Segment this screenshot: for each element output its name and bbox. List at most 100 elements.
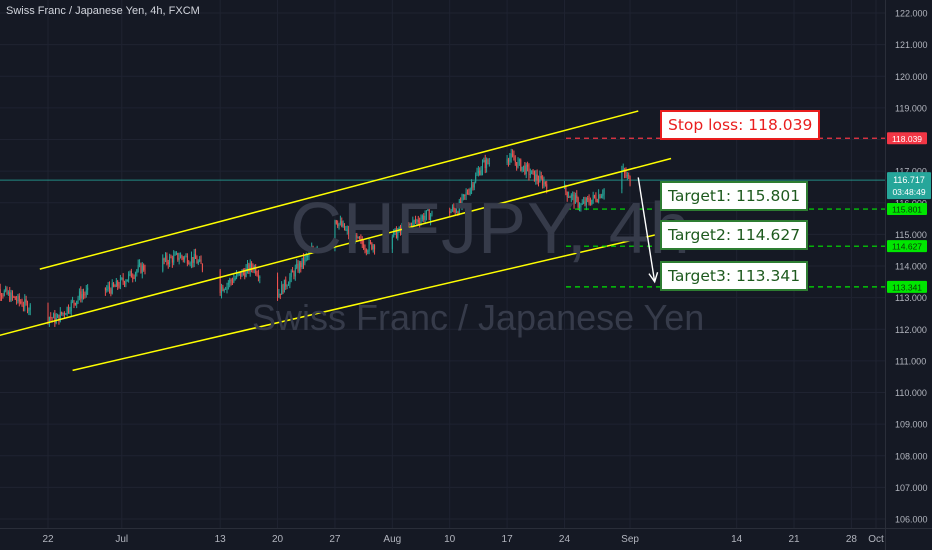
candle-body <box>453 207 455 210</box>
price-tick-label: 107.000 <box>895 483 928 493</box>
candle-body <box>352 236 354 239</box>
candle-body <box>533 170 535 181</box>
candle-body <box>585 198 587 205</box>
candle-body <box>405 223 407 226</box>
candle-body <box>233 279 235 283</box>
time-tick-label: Oct <box>868 534 884 545</box>
candle-body <box>81 294 83 299</box>
candle-body <box>395 228 397 238</box>
candle-body <box>482 162 484 170</box>
stop_loss-price-tag <box>887 132 927 145</box>
candle-body <box>361 239 363 245</box>
candle-body <box>3 290 5 296</box>
candle-body <box>22 306 24 308</box>
candle-body <box>300 262 302 268</box>
candle-body <box>222 286 224 291</box>
target2-price-tag <box>887 240 927 253</box>
candle-body <box>132 277 134 279</box>
symbol-header[interactable]: Swiss Franc / Japanese Yen, 4h, FXCM <box>6 5 200 17</box>
candle-body <box>292 271 294 273</box>
candle-body <box>353 236 355 244</box>
candle-body <box>143 265 145 270</box>
candle-body <box>531 170 533 175</box>
candle-body <box>454 209 456 213</box>
candle-body <box>335 220 337 224</box>
candle-body <box>349 233 351 236</box>
candle-body <box>104 287 106 291</box>
candle-body <box>227 283 229 285</box>
candle-body <box>286 285 288 287</box>
candle-body <box>297 263 299 272</box>
target1-price-tag <box>887 203 927 216</box>
candle-body <box>626 175 628 177</box>
candle-body <box>595 197 597 201</box>
candle-body <box>57 314 59 318</box>
candle-body <box>173 255 175 263</box>
target1-price-tag-text: 115.801 <box>892 205 922 215</box>
candle-body <box>290 271 292 278</box>
target3-price-tag <box>887 280 927 293</box>
candle-body <box>13 296 15 298</box>
target3-label: Target3: 113.341 <box>660 261 809 291</box>
candle-body <box>581 203 583 205</box>
candle-body <box>175 253 177 255</box>
candle-body <box>186 256 188 264</box>
time-tick-label: 24 <box>559 534 571 545</box>
candle-body <box>516 162 518 168</box>
candle-body <box>0 289 1 296</box>
candle-body <box>219 270 221 294</box>
candle-body <box>185 256 187 258</box>
time-tick-label: 13 <box>215 534 227 545</box>
candle-body <box>1 295 3 297</box>
candle-body <box>469 188 471 194</box>
price-tick-label: 115.000 <box>895 230 927 240</box>
candle-body <box>294 267 296 277</box>
candle-body <box>121 278 123 280</box>
candle-body <box>237 273 239 275</box>
candle-body <box>589 202 591 205</box>
candle-body <box>6 288 8 294</box>
candle-body <box>535 174 537 181</box>
time-tick-label: 17 <box>502 534 514 545</box>
candle-body <box>350 233 352 239</box>
target3-price-tag-text: 113.341 <box>892 282 922 292</box>
candle-body <box>483 160 485 163</box>
candle-body <box>546 184 548 189</box>
candle-body <box>87 287 89 291</box>
candle-body <box>369 241 371 243</box>
candle-body <box>144 269 146 271</box>
candle-body <box>169 256 171 265</box>
candle-body <box>192 256 194 263</box>
candle-body <box>130 271 132 278</box>
candle-body <box>281 284 283 295</box>
candle-body <box>166 255 168 263</box>
candle-body <box>80 291 82 299</box>
candle-body <box>364 249 366 251</box>
candle-body <box>536 174 538 181</box>
candle-body <box>520 159 522 171</box>
candle-body <box>345 229 347 231</box>
candle-body <box>24 299 26 307</box>
candle-body <box>488 162 490 164</box>
target2-label: Target2: 114.627 <box>660 220 809 250</box>
candle-body <box>430 214 432 220</box>
time-tick-label: 28 <box>846 534 858 545</box>
candle-body <box>256 273 258 276</box>
candle-body <box>174 253 176 256</box>
candle-body <box>48 317 50 322</box>
candle-body <box>199 259 201 262</box>
candle-body <box>334 220 336 248</box>
candle-body <box>356 234 358 238</box>
candle-body <box>450 210 452 213</box>
candle-body <box>625 172 627 177</box>
candle-body <box>247 264 249 269</box>
candle-body <box>298 262 300 272</box>
candle-body <box>59 311 61 322</box>
candle-body <box>259 276 261 278</box>
candle-body <box>367 251 369 253</box>
candle-body <box>240 272 242 277</box>
candle-body <box>415 220 417 222</box>
candle-body <box>580 204 582 208</box>
candle-body <box>180 255 182 259</box>
